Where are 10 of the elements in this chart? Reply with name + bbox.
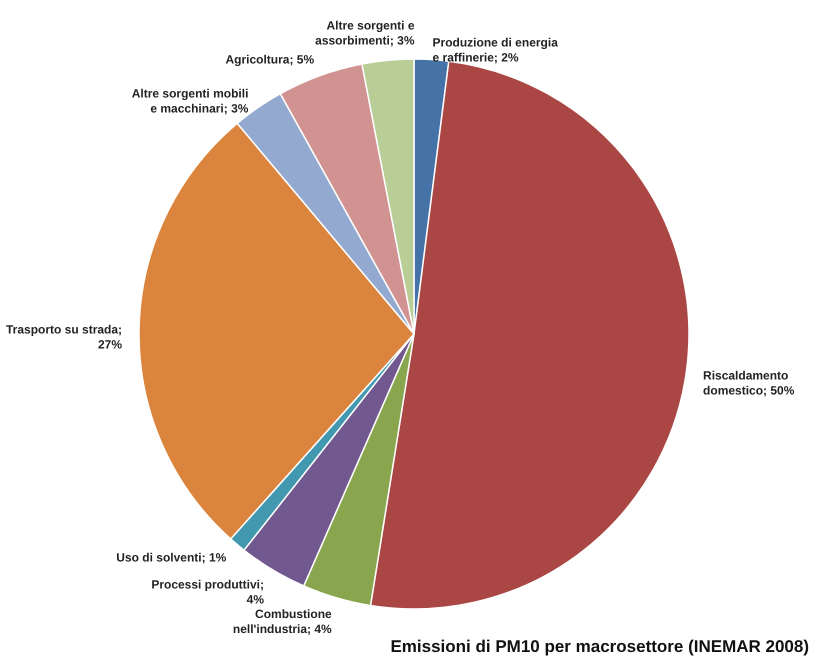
slice-label: Altre sorgenti e assorbimenti; 3% bbox=[315, 18, 415, 48]
slice-label: Produzione di energia e raffinerie; 2% bbox=[432, 36, 558, 65]
text: Emissioni di PM10 per macrosettore (INEMAR 2008) bbox=[390, 637, 809, 656]
slice-label: Processi produttivi; 4% bbox=[151, 578, 264, 607]
slice-label: Uso di solventi; 1% bbox=[116, 550, 227, 565]
slice-label: Agricoltura; 5% bbox=[225, 52, 314, 67]
slice-label: Altre sorgenti mobili e macchinari; 3% bbox=[132, 86, 249, 116]
slice-label: Riscaldamento domestico; 50% bbox=[703, 368, 795, 398]
slice-label: Combustione nell'industria; 4% bbox=[232, 607, 332, 636]
slice-label: Trasporto su strada; 27% bbox=[6, 322, 122, 352]
